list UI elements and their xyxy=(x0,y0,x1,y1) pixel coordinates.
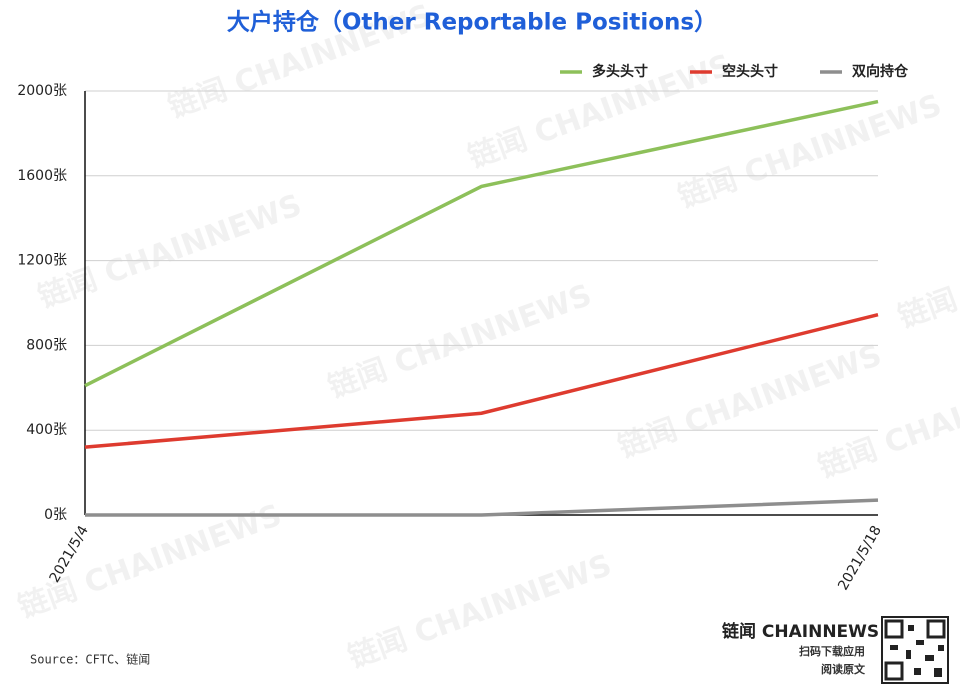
download-hint: 扫码下载应用 xyxy=(799,644,865,658)
legend-label: 双向持仓 xyxy=(852,63,909,80)
read-hint: 阅读原文 xyxy=(821,662,866,676)
series-line xyxy=(85,498,879,517)
legend-label: 多头头寸 xyxy=(592,63,648,80)
source: Source：CFTC、链闻 xyxy=(30,652,150,667)
chart-title: 大户持仓（Other Reportable Positions） xyxy=(227,9,717,36)
y-tick-label: 0张 xyxy=(44,507,67,523)
y-tick-label: 800张 xyxy=(26,337,67,353)
y-tick-label: 1600张 xyxy=(17,168,67,184)
series-line xyxy=(84,312,879,449)
brand: 链闻 CHAINNEWS xyxy=(722,621,879,642)
series-line xyxy=(84,99,879,388)
y-tick-label: 400张 xyxy=(26,422,67,438)
legend-label: 空头头寸 xyxy=(722,63,778,80)
y-tick-label: 1200张 xyxy=(17,253,67,269)
y-tick-label: 2000张 xyxy=(17,83,67,99)
qr-code xyxy=(881,616,949,684)
